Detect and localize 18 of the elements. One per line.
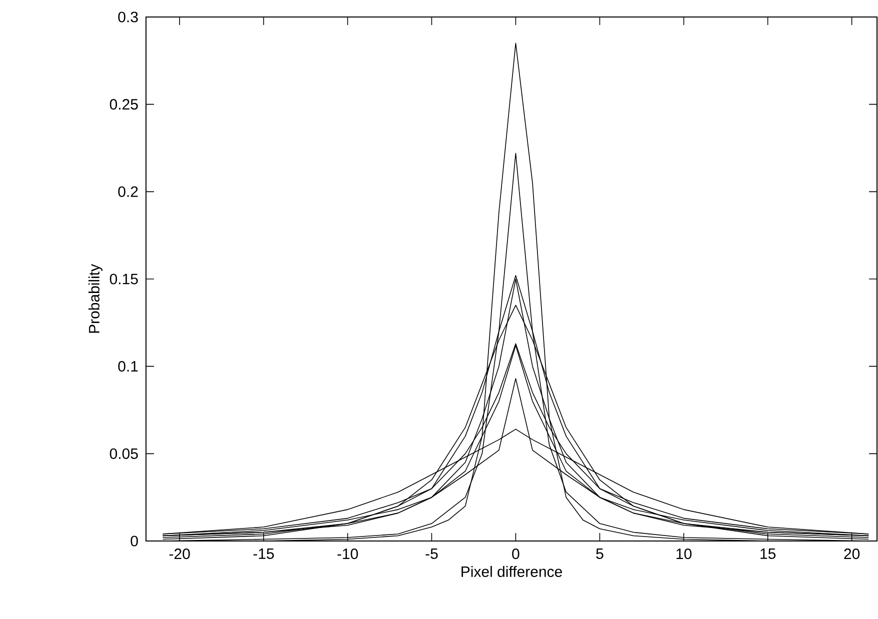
- y-tick-label: 0.3: [118, 12, 138, 22]
- x-tick-label: 10: [676, 548, 692, 560]
- y-tick-label: 0.2: [118, 186, 138, 197]
- y-axis-title: Probability: [88, 264, 102, 333]
- y-tick-label: 0.15: [110, 274, 138, 284]
- x-tick-label: 0: [512, 548, 520, 560]
- x-tick-label: -20: [169, 548, 190, 560]
- x-tick-label: -15: [253, 548, 274, 559]
- y-tick-label: 0: [130, 536, 138, 546]
- x-tick-label: -5: [426, 548, 438, 559]
- x-tick-label: 15: [760, 548, 776, 559]
- y-tick-label: 0.1: [118, 361, 138, 372]
- x-axis-title: Pixel difference: [462, 566, 562, 577]
- x-tick-label: -10: [337, 548, 358, 560]
- x-tick-label: 5: [596, 548, 604, 559]
- y-tick-label: 0.05: [110, 448, 138, 459]
- y-tick-label: 0.25: [110, 99, 138, 110]
- x-tick-label: 20: [844, 548, 860, 560]
